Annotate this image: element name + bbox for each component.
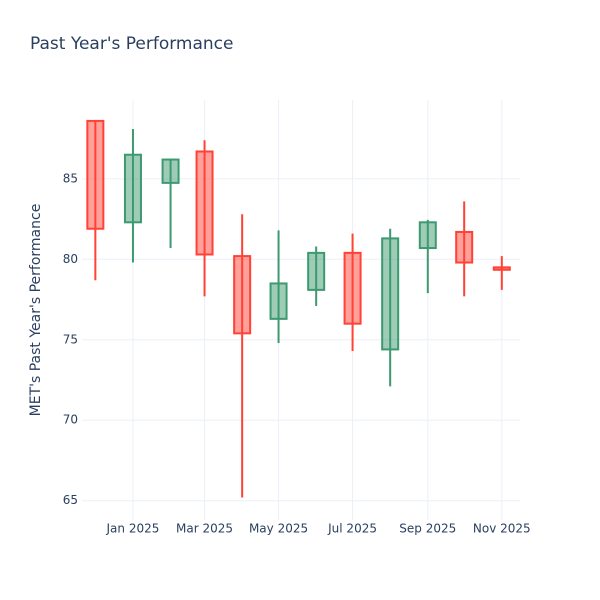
candle-body <box>269 282 288 320</box>
x-tick-label: Nov 2025 <box>473 522 531 536</box>
x-tick-label: Mar 2025 <box>176 522 233 536</box>
y-tick-label: 85 <box>63 171 78 185</box>
x-tick-label: Jul 2025 <box>327 522 377 536</box>
x-tick-label: May 2025 <box>249 522 308 536</box>
candle-body <box>123 153 142 224</box>
x-tick-label: Sep 2025 <box>399 522 456 536</box>
x-tick-label: Jan 2025 <box>106 522 160 536</box>
candle-body <box>343 251 362 325</box>
candle-body <box>418 221 437 250</box>
chart-title: Past Year's Performance <box>30 34 234 54</box>
candle-body <box>455 230 474 264</box>
y-tick-label: 70 <box>63 413 78 427</box>
y-tick-label: 80 <box>63 252 78 266</box>
candle-body <box>86 119 105 230</box>
candle-body <box>161 158 180 184</box>
candle-body <box>233 255 252 335</box>
y-axis-title: MET's Past Year's Performance <box>28 204 44 417</box>
candle-body <box>195 150 214 256</box>
candle-body <box>307 251 326 291</box>
candle-body <box>381 237 400 351</box>
y-tick-label: 75 <box>63 332 78 346</box>
y-tick-label: 65 <box>63 493 78 507</box>
candle-body <box>492 266 511 271</box>
